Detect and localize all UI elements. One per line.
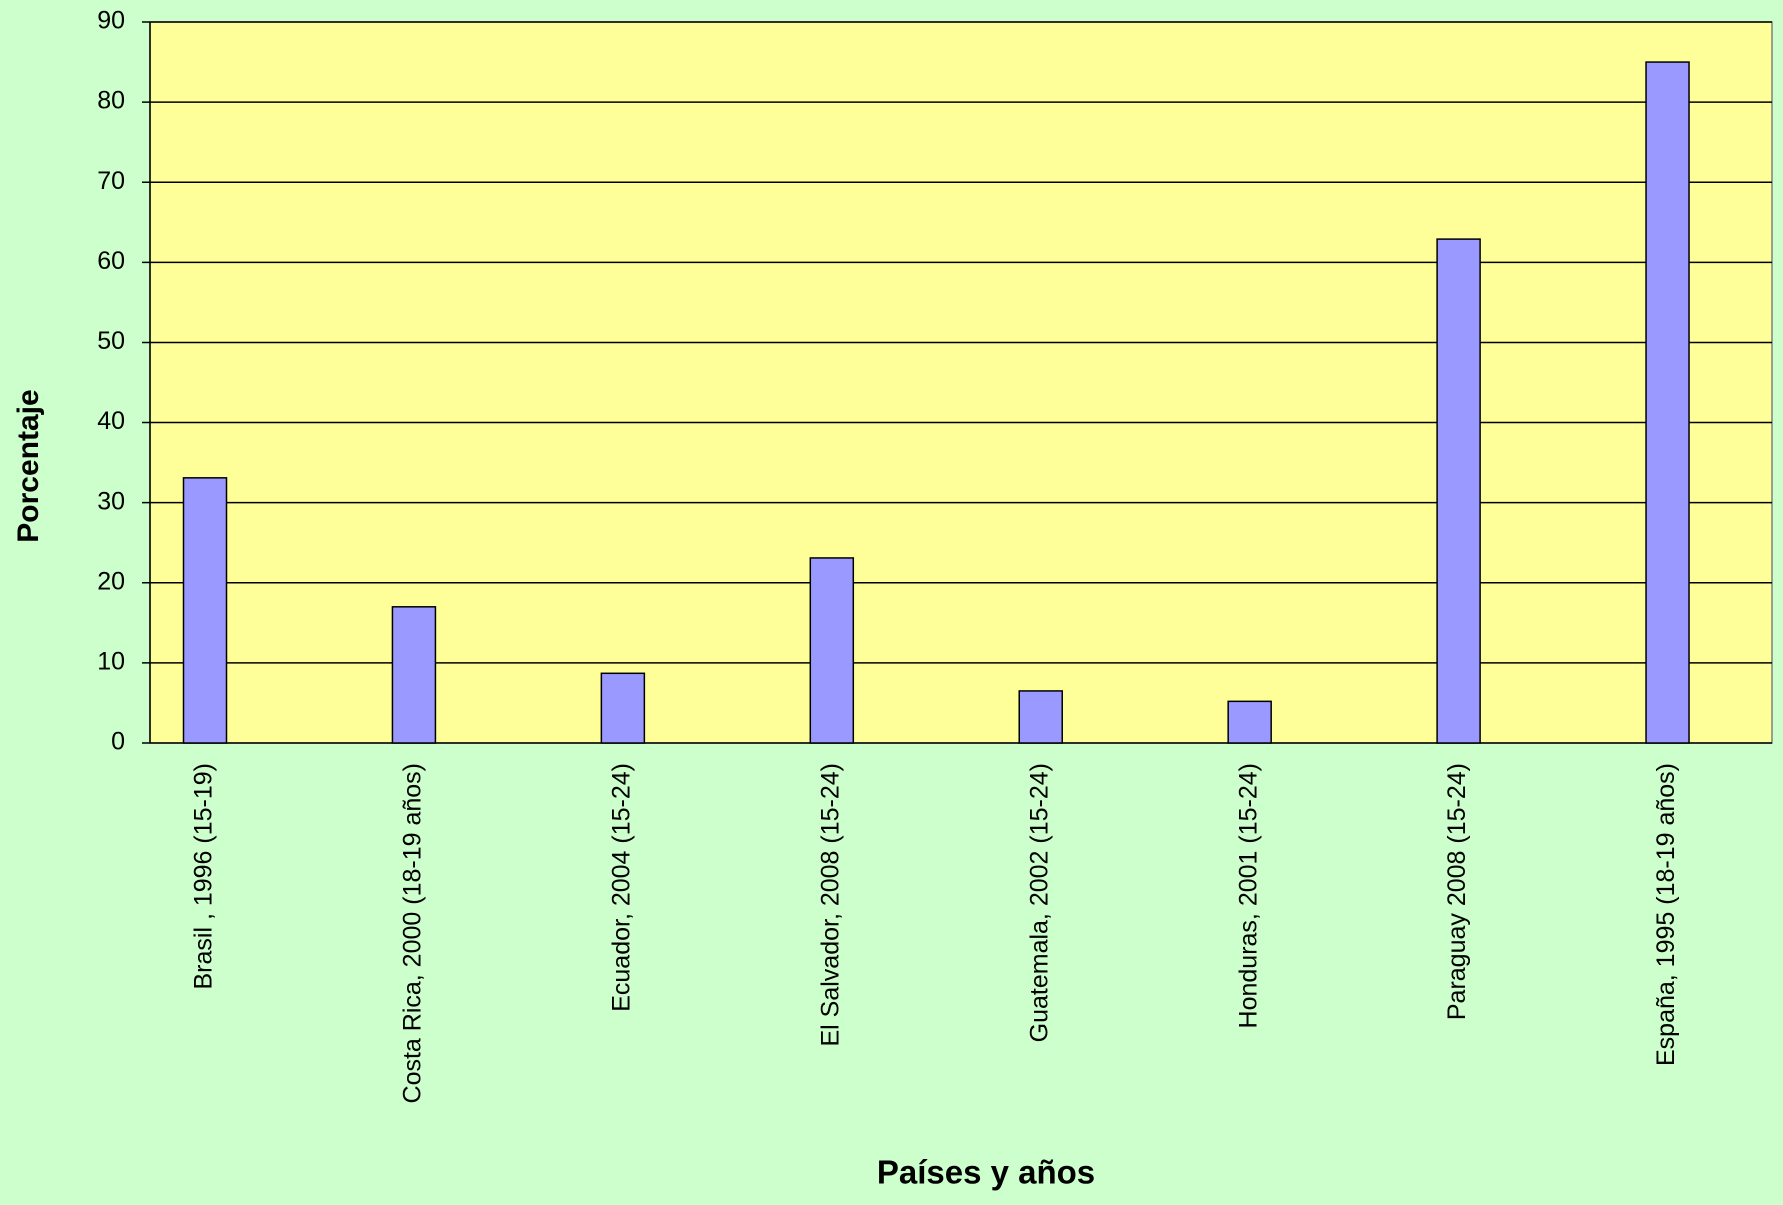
y-axis-title: Porcentaje — [12, 389, 45, 542]
y-tick-label: 80 — [97, 87, 125, 115]
bar — [600, 672, 646, 744]
y-tick-label: 70 — [97, 167, 125, 195]
y-tick-label: 40 — [97, 407, 125, 435]
y-tick-label: 90 — [97, 7, 125, 35]
x-axis-title: Países y años — [877, 1154, 1095, 1191]
y-tick-label: 20 — [97, 567, 125, 595]
bar — [809, 557, 855, 744]
y-tick-label: 50 — [97, 327, 125, 355]
y-tick-label: 30 — [97, 487, 125, 515]
bar — [1645, 61, 1690, 744]
x-tick-label: Ecuador, 2004 (15-24) — [607, 763, 635, 1012]
x-tick-label: El Salvador, 2008 (15-24) — [816, 763, 844, 1047]
bar — [1018, 690, 1063, 744]
bar — [391, 606, 437, 744]
bar — [182, 477, 228, 744]
y-tick-label: 60 — [97, 247, 125, 275]
x-tick-label: Paraguay 2008 (15-24) — [1443, 763, 1471, 1020]
bar — [1227, 700, 1272, 744]
x-tick-label: Costa Rica, 2000 (18-19 años) — [399, 763, 427, 1103]
x-tick-label: Guatemala, 2002 (15-24) — [1025, 763, 1053, 1042]
x-tick-label: Brasil , 1996 (15-19) — [190, 763, 218, 990]
y-tick-label: 0 — [111, 728, 125, 756]
x-tick-label: España, 1995 (18-19 años) — [1652, 763, 1680, 1066]
x-tick-label: Honduras, 2001 (15-24) — [1234, 763, 1262, 1028]
bar — [1436, 238, 1481, 744]
y-tick-label: 10 — [97, 647, 125, 675]
